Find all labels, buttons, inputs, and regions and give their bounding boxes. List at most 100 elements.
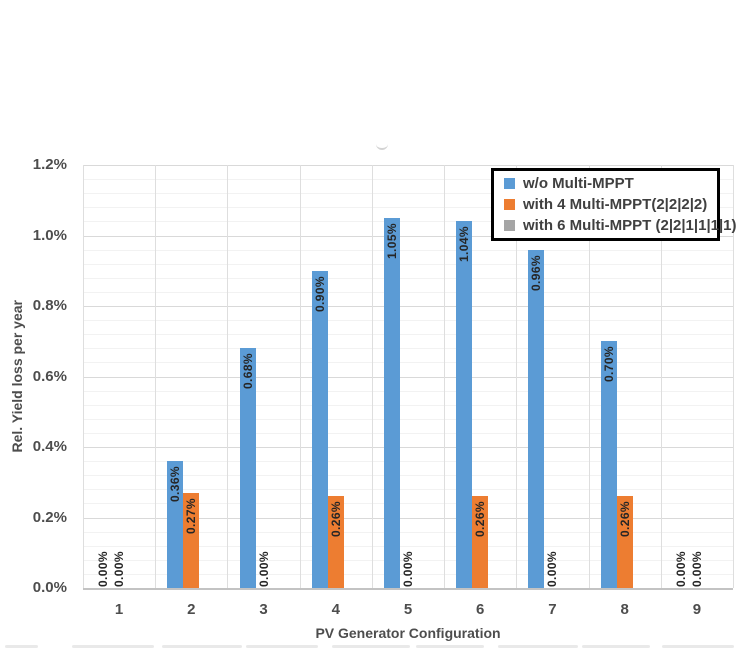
gridline-vertical [516, 165, 518, 588]
stray-mark [376, 142, 388, 150]
gridline-minor [83, 362, 733, 364]
bar-series1-cat4 [311, 270, 328, 589]
y-tick-label: 0.4% [32, 438, 67, 455]
bar-series2-cat8 [616, 496, 633, 588]
data-label: 0.00% [96, 550, 111, 587]
gridline-minor [83, 531, 733, 533]
gridline-minor [83, 263, 733, 265]
data-label: 0.00% [689, 550, 704, 587]
gridline-minor [83, 193, 733, 195]
data-label: 0.27% [184, 497, 199, 534]
x-tick-label: 1 [114, 601, 124, 618]
gridline-minor [83, 475, 733, 477]
gridline-minor [83, 503, 733, 505]
legend-label: with 6 Multi-MPPT (2|2|1|1|1|1) [523, 216, 737, 234]
y-tick-label: 0.0% [32, 579, 67, 596]
bottom-edge-artifact [332, 645, 410, 648]
legend-item-1: w/o Multi-MPPT [504, 174, 717, 192]
y-tick-label: 0.8% [32, 297, 67, 314]
bar-series1-cat6 [456, 221, 473, 588]
gridline-major [83, 165, 733, 166]
data-label: 0.26% [473, 501, 488, 538]
x-tick-label: 7 [548, 601, 557, 618]
y-tick-label: 0.2% [32, 508, 67, 526]
gridline-minor [83, 418, 733, 420]
x-tick-label: 3 [259, 601, 268, 618]
gridline-major [83, 376, 733, 378]
bar-series1-cat2 [167, 461, 184, 588]
bar-series1-cat3 [239, 348, 256, 588]
gridline-minor [83, 334, 733, 336]
gridline-minor [83, 291, 733, 293]
gridline-minor [83, 320, 733, 322]
gridline-minor [83, 432, 733, 434]
x-tick-label: 6 [476, 601, 485, 618]
x-tick-label: 9 [692, 601, 702, 618]
y-tick-label: 1.2% [32, 156, 67, 173]
x-tick-label: 2 [187, 601, 196, 618]
bottom-edge-artifact [662, 645, 734, 648]
gridline-minor [83, 221, 733, 223]
bar-series1-cat5 [384, 217, 400, 588]
gridline-vertical [444, 165, 446, 588]
data-label: 1.04% [457, 226, 472, 263]
gridline-major [83, 517, 733, 519]
bar-series1-cat7 [528, 249, 545, 588]
x-axis-title: PV Generator Configuration [315, 625, 501, 641]
x-tick-label: 4 [331, 601, 340, 618]
y-tick-label: 1.0% [32, 226, 67, 244]
legend-item-2: with 4 Multi-MPPT(2|2|2|2) [504, 196, 717, 213]
bottom-edge-artifact [498, 645, 578, 648]
bottom-edge-artifact [72, 645, 154, 648]
x-tick-label: 8 [620, 601, 629, 618]
gridline-minor [83, 207, 733, 209]
bottom-edge-artifact [582, 645, 650, 648]
x-tick-label: 5 [403, 601, 413, 618]
bar-series2-cat2 [183, 492, 200, 588]
bottom-edge-artifact [246, 645, 318, 648]
data-label: 1.05% [385, 222, 399, 259]
gridline-minor [83, 390, 733, 392]
gridline-vertical [83, 165, 84, 588]
legend-swatch-icon [504, 220, 515, 231]
bottom-edge-artifact [416, 645, 484, 648]
gridline-vertical [155, 165, 157, 588]
gridline-minor [83, 277, 733, 279]
data-label: 0.68% [240, 353, 255, 390]
legend-item-3: with 6 Multi-MPPT (2|2|1|1|1|1) [504, 217, 737, 234]
data-label: 0.00% [112, 550, 127, 587]
bar-series2-cat6 [472, 496, 489, 588]
gridline-vertical [227, 165, 229, 588]
gridline-minor [83, 489, 733, 491]
gridline-minor [83, 573, 733, 575]
gridline-minor [83, 461, 733, 463]
bar-series2-cat4 [327, 496, 344, 588]
data-label: 0.00% [256, 550, 271, 587]
y-tick-label: 0.6% [32, 367, 67, 385]
data-label: 0.00% [545, 550, 560, 587]
x-axis-line [83, 588, 733, 590]
gridline-minor [83, 249, 733, 251]
legend: w/o Multi-MPPT with 4 Multi-MPPT(2|2|2|2)… [491, 168, 737, 241]
gridline-major [83, 235, 733, 237]
data-label: 0.96% [529, 254, 544, 291]
data-label: 0.90% [312, 275, 327, 312]
bar-series1-cat8 [600, 341, 617, 589]
data-label: 0.26% [328, 501, 343, 538]
data-label: 0.00% [401, 550, 415, 587]
legend-swatch-icon [504, 178, 515, 189]
gridline-major [83, 447, 733, 448]
data-label: 0.70% [601, 346, 616, 383]
data-label: 0.36% [168, 466, 183, 503]
bottom-edge-artifact [162, 645, 242, 648]
data-label: 0.00% [673, 550, 688, 587]
gridline-minor [83, 179, 733, 181]
gridline-minor [83, 559, 733, 561]
bottom-edge-artifact [5, 645, 38, 648]
data-label: 0.26% [617, 501, 632, 538]
legend-label: w/o Multi-MPPT [523, 174, 634, 192]
gridline-vertical [371, 165, 373, 588]
gridline-major [83, 306, 733, 307]
gridline-vertical [660, 165, 662, 588]
